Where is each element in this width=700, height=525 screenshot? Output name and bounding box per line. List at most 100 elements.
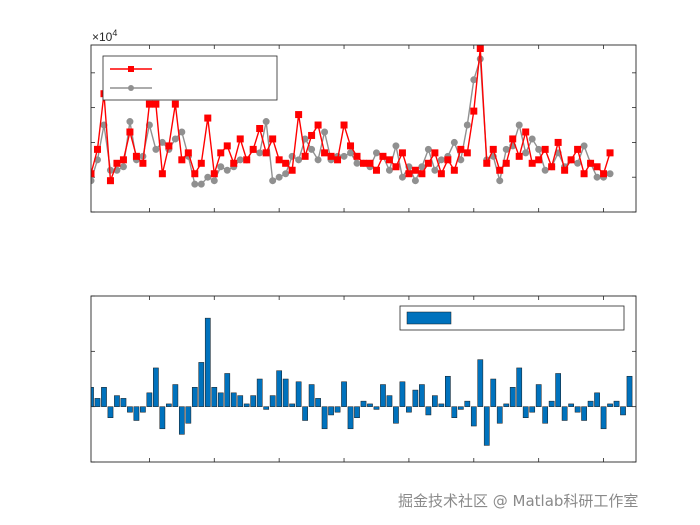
data-point-actual: [152, 145, 160, 153]
data-point-lstm-fit: [411, 166, 419, 174]
error-bar: [451, 406, 458, 418]
error-bar: [237, 395, 244, 407]
data-point-lstm-fit: [262, 149, 270, 157]
error-bar: [419, 384, 425, 407]
error-bar: [146, 392, 153, 407]
data-point-lstm-fit: [327, 152, 335, 160]
error-bar: [166, 403, 172, 407]
legend: [102, 55, 278, 101]
data-point-lstm-fit: [353, 152, 361, 160]
data-point-lstm-fit: [561, 166, 569, 174]
data-point-lstm-fit: [230, 159, 238, 167]
error-bar: [172, 384, 179, 407]
error-bar: [432, 395, 438, 407]
error-bar: [529, 406, 536, 413]
data-point-actual: [385, 166, 393, 174]
data-point-lstm-fit: [223, 142, 231, 150]
data-point-actual: [574, 159, 582, 167]
data-point-actual: [463, 121, 471, 129]
data-point-lstm-fit: [204, 114, 212, 122]
data-point-lstm-fit: [171, 100, 179, 108]
data-point-lstm-fit: [165, 142, 173, 150]
error-bar: [568, 403, 574, 407]
error-bar: [587, 400, 594, 407]
error-bar: [211, 387, 218, 407]
data-point-lstm-fit: [243, 156, 251, 164]
data-point-actual: [541, 166, 549, 174]
data-point-lstm-fit: [450, 166, 458, 174]
error-bar: [548, 400, 555, 407]
error-bar: [626, 375, 633, 407]
data-point-actual: [528, 135, 536, 143]
error-bar: [607, 403, 613, 407]
error-bar: [581, 406, 587, 421]
error-bar: [315, 398, 321, 407]
data-point-actual: [411, 177, 419, 185]
error-bar: [198, 362, 205, 407]
data-point-actual: [217, 163, 225, 171]
data-point-lstm-fit: [360, 159, 367, 167]
data-point-lstm-fit: [593, 163, 601, 171]
data-point-lstm-fit: [489, 145, 497, 153]
data-point-lstm-fit: [178, 156, 186, 164]
data-point-lstm-fit: [528, 159, 536, 167]
error-bar: [613, 400, 620, 407]
data-point-actual: [398, 173, 406, 181]
data-point-lstm-fit: [372, 166, 380, 174]
data-point-lstm-fit: [567, 156, 575, 164]
data-point-lstm-fit: [269, 135, 277, 143]
data-point-lstm-fit: [379, 152, 387, 160]
data-point-lstm-fit: [301, 152, 309, 160]
error-bar: [107, 406, 114, 418]
error-bar: [477, 359, 484, 407]
exponent-label: ×104: [92, 28, 117, 44]
error-bar: [250, 395, 257, 407]
data-point-lstm-fit: [217, 149, 225, 157]
data-point-actual: [522, 149, 530, 157]
data-point-lstm-fit: [606, 149, 614, 157]
data-point-actual: [314, 156, 322, 164]
error-bar: [256, 378, 263, 407]
error-bar: [276, 370, 282, 407]
error-bar: [133, 406, 140, 421]
error-bar: [496, 406, 503, 424]
error-bar: [490, 378, 497, 407]
data-point-actual: [593, 173, 601, 181]
error-bar: [483, 406, 490, 446]
data-point-lstm-fit: [91, 170, 95, 178]
error-bar: [321, 406, 328, 430]
data-point-lstm-fit: [158, 170, 166, 178]
error-bar: [457, 406, 464, 410]
error-bar: [120, 398, 127, 407]
data-point-lstm-fit: [139, 159, 147, 167]
data-point-lstm-fit: [275, 156, 283, 164]
data-point-actual: [372, 149, 380, 157]
data-point-lstm-fit: [256, 125, 264, 132]
data-point-lstm-fit: [405, 170, 413, 178]
error-bar: [224, 373, 231, 407]
data-point-lstm-fit: [476, 45, 484, 52]
data-point-actual: [256, 149, 264, 157]
data-point-actual: [418, 163, 426, 171]
data-point-lstm-fit: [496, 166, 504, 174]
data-point-lstm-fit: [347, 142, 355, 150]
data-point-actual: [424, 145, 432, 153]
data-point-lstm-fit: [509, 135, 517, 143]
data-point-actual: [515, 121, 523, 129]
error-bar: [282, 378, 289, 407]
data-point-lstm-fit: [282, 159, 290, 167]
axes-border: [90, 295, 637, 463]
error-bar: [412, 389, 419, 407]
error-bar: [289, 403, 295, 407]
data-point-lstm-fit: [321, 149, 329, 157]
error-bar: [308, 384, 315, 407]
error-bar: [269, 395, 276, 407]
data-point-lstm-fit: [535, 156, 543, 164]
error-bar: [438, 403, 445, 407]
data-point-lstm-fit: [197, 159, 205, 167]
error-bar: [140, 406, 146, 413]
error-bar: [101, 387, 107, 407]
data-point-actual: [431, 166, 439, 174]
watermark-text: 掘金技术社区 @ Matlab科研工作室: [398, 492, 639, 510]
data-point-actual: [282, 170, 290, 178]
